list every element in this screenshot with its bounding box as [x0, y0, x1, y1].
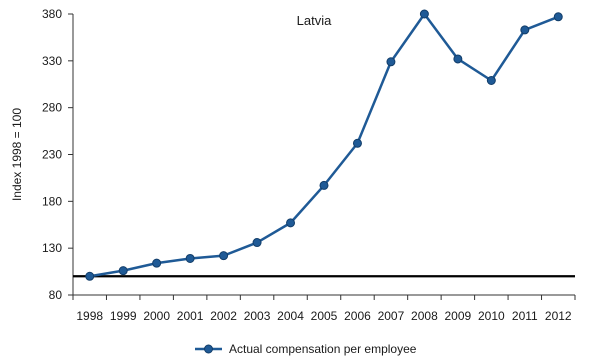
legend-label: Actual compensation per employee	[229, 342, 417, 356]
series-layer	[73, 9, 575, 281]
data-point	[352, 138, 362, 148]
x-tick-label: 2004	[277, 309, 304, 323]
data-point	[319, 180, 329, 190]
data-point	[152, 258, 162, 268]
data-point	[118, 266, 128, 276]
x-axis-ticks: 1998 1999 2000 2001 2002 2003 2004 2005 2006 2007…	[72, 295, 576, 323]
x-tick-label: 2000	[143, 309, 170, 323]
x-tick-label: 2011	[512, 309, 538, 323]
series-line	[89, 12, 559, 278]
data-point	[252, 238, 262, 248]
data-point	[85, 271, 95, 281]
data-point	[486, 76, 496, 86]
axes	[72, 14, 575, 296]
data-point	[286, 218, 296, 228]
x-tick-label: 2001	[177, 309, 204, 323]
y-tick-label: 230	[42, 148, 62, 162]
x-tick-label: 2009	[445, 309, 472, 323]
y-tick-label: 180	[42, 194, 62, 208]
y-axis-title: Index 1998 = 100	[10, 108, 24, 201]
data-point	[453, 54, 463, 64]
chart-title: Latvia	[297, 13, 332, 28]
data-point	[386, 57, 396, 67]
data-point	[219, 251, 229, 261]
x-tick-label: 2005	[311, 309, 338, 323]
legend-marker-swatch	[204, 344, 213, 354]
x-tick-label: 2007	[378, 309, 405, 323]
y-tick-label: 380	[42, 7, 62, 21]
data-point	[419, 9, 429, 19]
data-point	[553, 12, 563, 22]
x-tick-label: 2012	[545, 309, 572, 323]
x-tick-label: 2010	[478, 309, 505, 323]
y-tick-label: 330	[42, 54, 62, 68]
y-tick-label: 130	[42, 241, 62, 255]
x-tick-label: 2003	[244, 309, 271, 323]
x-tick-label: 1999	[110, 309, 137, 323]
legend: Actual compensation per employee	[195, 342, 417, 356]
y-tick-label: 280	[42, 101, 62, 115]
x-tick-label: 1998	[76, 309, 103, 323]
x-tick-label: 2006	[344, 309, 371, 323]
data-point	[185, 253, 195, 263]
x-tick-label: 2002	[210, 309, 237, 323]
y-tick-label: 80	[49, 288, 63, 302]
x-tick-label: 2008	[411, 309, 438, 323]
data-point	[520, 25, 530, 35]
y-axis-ticks: 80 130 180 230 280 330 380	[42, 7, 73, 302]
